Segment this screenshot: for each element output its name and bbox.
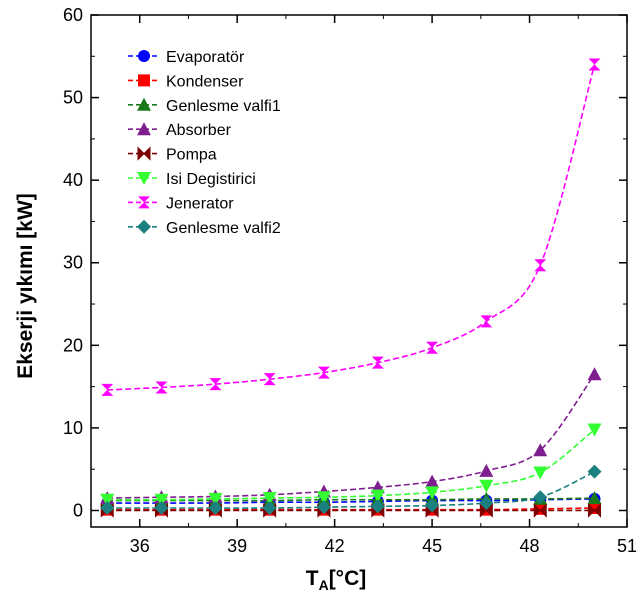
legend-label: Isi Degistirici <box>166 171 256 188</box>
data-point <box>425 474 440 488</box>
data-point <box>370 499 385 514</box>
legend-marker <box>137 97 151 111</box>
data-point <box>479 503 493 518</box>
data-point <box>316 491 331 505</box>
y-tick-label: 50 <box>63 88 83 108</box>
x-tick-label: 36 <box>130 536 150 556</box>
series-genlesme-valfi1 <box>100 491 602 507</box>
legend-marker <box>137 172 151 185</box>
data-point <box>262 492 277 506</box>
legend-label: Jenerator <box>166 195 234 212</box>
series-line <box>107 497 595 502</box>
legend-item: Jenerator <box>128 195 234 212</box>
series-line <box>107 373 596 499</box>
legend-marker <box>138 196 150 209</box>
data-point <box>101 383 114 396</box>
data-point <box>533 503 547 518</box>
x-tick-label: 45 <box>422 536 442 556</box>
data-point <box>425 486 440 500</box>
series-line <box>107 470 595 509</box>
series-genlesme-valfi2 <box>100 464 602 516</box>
legend-marker <box>138 74 150 87</box>
legend-item: Genlesme valfi2 <box>128 219 281 237</box>
legend-label: Absorber <box>166 122 232 139</box>
data-point <box>588 503 602 518</box>
series-line <box>107 507 595 511</box>
x-axis-title-main: T <box>306 567 319 590</box>
legend-label: Evaporatör <box>166 49 245 66</box>
legend-label: Pompa <box>166 147 217 164</box>
legend-item: Absorber <box>128 122 232 139</box>
data-point <box>425 498 440 513</box>
data-point <box>587 464 602 479</box>
y-tick-label: 0 <box>73 500 83 520</box>
series-jenerator <box>101 58 601 396</box>
data-point <box>588 58 601 71</box>
series-isi-degistirici <box>100 423 602 507</box>
x-tick-label: 48 <box>520 536 540 556</box>
data-point <box>208 501 223 516</box>
data-point <box>533 443 548 457</box>
legend-marker <box>137 122 151 136</box>
data-point <box>479 463 494 477</box>
y-axis-title: Ekserji yıkımı [kW] <box>14 193 37 379</box>
legend-item: Genlesme valfi1 <box>128 97 281 115</box>
y-tick-label: 20 <box>63 335 83 355</box>
data-point <box>587 367 602 381</box>
x-tick-label: 39 <box>227 536 247 556</box>
legend-label: Kondenser <box>166 73 244 90</box>
legend-marker <box>138 50 150 62</box>
legend-marker <box>137 146 151 161</box>
data-point <box>209 378 222 391</box>
data-point <box>479 479 494 493</box>
data-point <box>426 341 439 354</box>
data-point <box>208 492 223 506</box>
series-kondenser <box>101 502 601 516</box>
x-tick-label: 51 <box>617 536 637 556</box>
data-point <box>587 491 602 505</box>
series-line <box>107 428 596 501</box>
data-point <box>317 366 330 379</box>
axis-layer: 36 39 42 45 48 51 0 10 20 30 40 50 60 <box>63 5 637 556</box>
x-tick-label: 42 <box>325 536 345 556</box>
legend-item: Kondenser <box>128 73 244 90</box>
data-point <box>263 373 276 386</box>
data-point <box>154 493 169 507</box>
data-point <box>587 423 602 437</box>
series-line <box>107 498 595 504</box>
plot-layer <box>100 58 602 518</box>
legend-label: Genlesme valfi1 <box>166 98 281 115</box>
data-point <box>533 490 548 505</box>
y-tick-label: 10 <box>63 418 83 438</box>
data-point <box>371 356 384 369</box>
x-axis-title: TA[°C] <box>306 567 367 593</box>
legend-item: Evaporatör <box>128 49 245 66</box>
data-point <box>262 501 277 516</box>
data-point <box>100 493 115 507</box>
data-point <box>100 501 115 516</box>
data-point <box>534 259 547 272</box>
data-point <box>154 501 169 516</box>
series-absorber <box>100 367 602 505</box>
data-point <box>155 381 168 394</box>
data-point <box>370 489 385 503</box>
x-axis-title-subscript: A <box>319 577 329 593</box>
y-tick-label: 40 <box>63 170 83 190</box>
y-tick-label: 60 <box>63 5 83 25</box>
x-axis-title-unit: [°C] <box>329 567 367 590</box>
y-tick-label: 30 <box>63 253 83 273</box>
data-point <box>316 500 331 515</box>
legend-marker <box>137 219 151 234</box>
legend-item: Pompa <box>128 146 217 164</box>
data-point <box>479 496 494 511</box>
legend-item: Isi Degistirici <box>128 171 256 188</box>
data-point <box>533 466 548 480</box>
plot-frame <box>90 14 628 528</box>
legend-label: Genlesme valfi2 <box>166 220 281 237</box>
data-point <box>480 315 493 328</box>
legend: Evaporatör Kondenser Genlesme valfi1 Absorb… <box>128 49 281 237</box>
